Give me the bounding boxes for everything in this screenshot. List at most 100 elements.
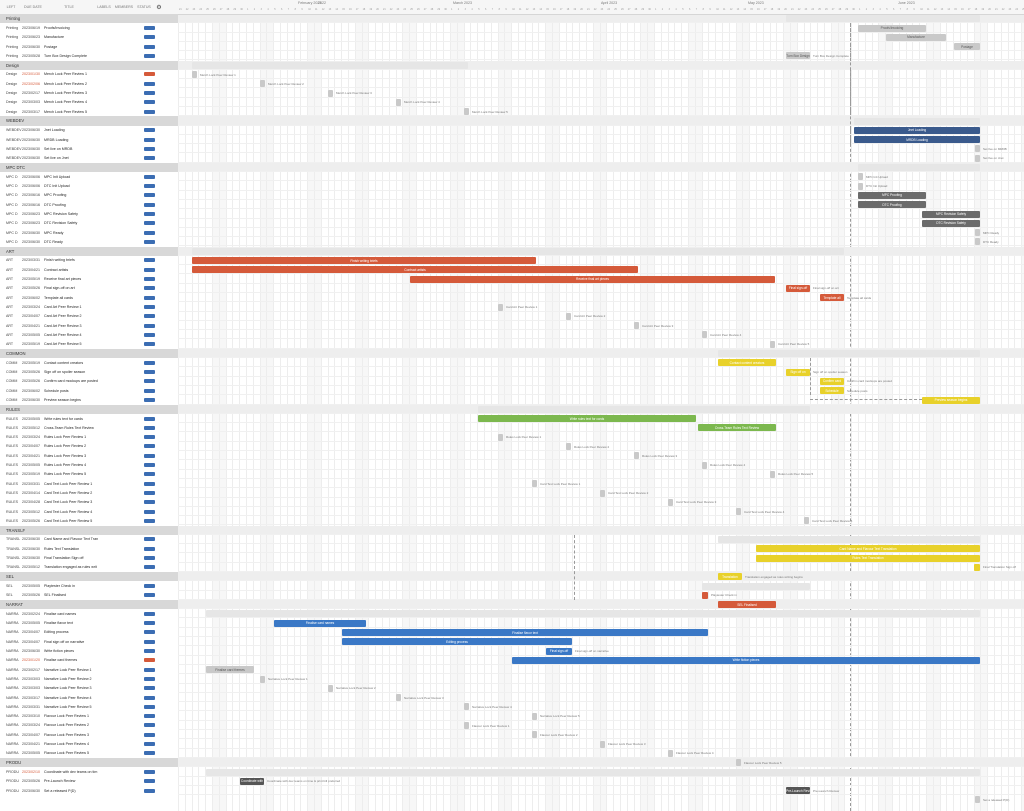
status-badge[interactable] bbox=[144, 379, 155, 384]
task-row[interactable]: MPC D 2023/06/23 MPC Revision Safety bbox=[0, 209, 178, 218]
milestone-marker[interactable] bbox=[600, 489, 605, 497]
task-row[interactable]: Design 2023/03/03 Merch Lock Peer Review 4 bbox=[0, 98, 178, 107]
status-badge[interactable] bbox=[144, 472, 155, 477]
status-badge[interactable] bbox=[144, 769, 155, 774]
col-due-date[interactable]: DUE DATE bbox=[24, 5, 42, 9]
task-row[interactable]: ART 2023/03/24 Card Art Peer Review 1 bbox=[0, 302, 178, 311]
task-row[interactable]: Printing 2023/06/23 Manufacture bbox=[0, 33, 178, 42]
task-title-link[interactable]: Final Translation Sign off bbox=[44, 556, 84, 561]
status-badge[interactable] bbox=[144, 425, 155, 430]
status-badge[interactable] bbox=[144, 416, 155, 421]
status-badge[interactable] bbox=[144, 453, 155, 458]
task-title-link[interactable]: Card Art Peer Review 3 bbox=[44, 323, 82, 328]
task-title-link[interactable]: Card Name and Flavour Text Tran bbox=[44, 537, 99, 542]
status-badge[interactable] bbox=[144, 546, 155, 551]
task-title-link[interactable]: Narrative Lock Peer Review 2 bbox=[44, 676, 92, 681]
status-badge[interactable] bbox=[144, 509, 155, 514]
task-title-link[interactable]: DTC Init Upload bbox=[44, 184, 70, 189]
task-row[interactable]: TRANSL 2023/06/30 Card Name and Flavour Te… bbox=[0, 535, 178, 544]
task-title-link[interactable]: Editing process bbox=[44, 630, 69, 635]
task-row[interactable]: COMM 2023/05/26 Confirm card mockups are p… bbox=[0, 377, 178, 386]
task-bar[interactable]: SEL Finalised bbox=[718, 601, 776, 609]
task-title-link[interactable]: Card Text Lock Peer Review 1 bbox=[44, 481, 93, 486]
status-badge[interactable] bbox=[144, 723, 155, 728]
task-bar[interactable]: Schedule bbox=[820, 387, 844, 395]
task-title-link[interactable]: Set live on MRDB bbox=[44, 146, 73, 151]
task-bar[interactable]: DTC Revision Safety bbox=[922, 219, 980, 227]
status-badge[interactable] bbox=[144, 286, 155, 291]
milestone-marker[interactable] bbox=[328, 684, 333, 692]
group-header[interactable]: MPC DTC bbox=[0, 162, 178, 173]
task-title-link[interactable]: Translation engaged as rules writ bbox=[44, 565, 97, 570]
task-title-link[interactable]: Rules Lock Peer Review 1 bbox=[44, 435, 87, 440]
task-title-link[interactable]: Pre-Launch Review bbox=[44, 779, 76, 784]
task-title-link[interactable]: Finalise flavor text bbox=[44, 621, 73, 626]
task-title-link[interactable]: Narrative Lock Peer Review 3 bbox=[44, 686, 92, 691]
group-header[interactable]: WEBDEV bbox=[0, 116, 178, 126]
gear-icon[interactable]: ⚙ bbox=[156, 4, 162, 11]
milestone-marker[interactable] bbox=[770, 340, 775, 348]
task-bar[interactable]: Final sign-off bbox=[546, 647, 572, 655]
task-bar[interactable]: Coordinate with bbox=[240, 777, 264, 785]
task-row[interactable]: PRODU 2023/02/10 Coordinate with dev teams… bbox=[0, 767, 178, 776]
task-title-link[interactable]: Schedule posts bbox=[44, 388, 69, 393]
task-row[interactable]: RULES 2023/04/14 Card Text Lock Peer Revie… bbox=[0, 488, 178, 497]
task-row[interactable]: WEBDEV 2023/06/30 Set live on MRDB bbox=[0, 144, 178, 153]
milestone-marker[interactable] bbox=[566, 312, 571, 320]
task-row[interactable]: NARRA 2023/02/24 Finalise card names bbox=[0, 609, 178, 618]
task-title-link[interactable]: DTC Revision Safety bbox=[44, 221, 78, 226]
task-row[interactable]: NARRA 2023/04/21 Flavour Lock Peer Review … bbox=[0, 739, 178, 748]
task-title-link[interactable]: Confirm card mockups are posted bbox=[44, 379, 98, 384]
milestone-marker[interactable] bbox=[396, 694, 401, 702]
task-row[interactable]: PRODU 2023/05/26 Pre-Launch Review bbox=[0, 777, 178, 786]
task-bar[interactable]: MRDB Loading bbox=[854, 136, 980, 144]
task-row[interactable]: ART 2023/05/19 Card Art Peer Review 5 bbox=[0, 340, 178, 349]
task-title-link[interactable]: MPC Revision Safety bbox=[44, 211, 78, 216]
task-row[interactable]: WEBDEV 2023/06/30 MRDB Loading bbox=[0, 135, 178, 144]
milestone-marker[interactable] bbox=[464, 703, 469, 711]
task-bar[interactable]: Postage bbox=[954, 43, 980, 51]
milestone-marker[interactable] bbox=[804, 517, 809, 525]
task-row[interactable]: Design 2023/02/06 Merch Lock Peer Review 2 bbox=[0, 79, 178, 88]
task-row[interactable]: NARRA 2023/03/03 Narrative Lock Peer Revie… bbox=[0, 674, 178, 683]
task-title-link[interactable]: Narrative Lock Peer Review 5 bbox=[44, 704, 92, 709]
status-badge[interactable] bbox=[144, 72, 155, 77]
task-title-link[interactable]: Final sign-off on art bbox=[44, 286, 75, 291]
milestone-marker[interactable] bbox=[975, 238, 980, 246]
task-title-link[interactable]: Card Text Lock Peer Review 3 bbox=[44, 500, 93, 505]
status-badge[interactable] bbox=[144, 44, 155, 49]
task-row[interactable]: RULES 2023/05/05 Write rules text for card… bbox=[0, 414, 178, 423]
task-row[interactable]: COMM 2023/05/26 Sign off on spoiler season bbox=[0, 367, 178, 376]
milestone-marker[interactable] bbox=[858, 182, 863, 190]
milestone-marker[interactable] bbox=[532, 731, 537, 739]
group-header[interactable]: TRANSLF bbox=[0, 525, 178, 535]
milestone-marker[interactable] bbox=[975, 145, 980, 153]
milestone-marker[interactable] bbox=[634, 452, 639, 460]
task-row[interactable]: ART 2023/03/31 Finish writing briefs bbox=[0, 256, 178, 265]
task-bar[interactable]: Finalise flavor text bbox=[342, 629, 708, 636]
status-badge[interactable] bbox=[144, 174, 155, 179]
status-badge[interactable] bbox=[144, 667, 155, 672]
status-badge[interactable] bbox=[144, 751, 155, 756]
milestone-marker[interactable] bbox=[396, 98, 401, 106]
status-badge[interactable] bbox=[144, 649, 155, 654]
status-badge[interactable] bbox=[144, 25, 155, 30]
task-title-link[interactable]: Set a released P(D) bbox=[44, 788, 76, 793]
milestone-marker[interactable] bbox=[600, 740, 605, 748]
status-badge[interactable] bbox=[144, 295, 155, 300]
task-title-link[interactable]: Merch Lock Peer Review 4 bbox=[44, 100, 87, 105]
status-badge[interactable] bbox=[144, 267, 155, 272]
task-title-link[interactable]: Rules Lock Peer Review 3 bbox=[44, 453, 87, 458]
task-title-link[interactable]: Narrative Lock Peer Review 1 bbox=[44, 667, 92, 672]
task-row[interactable]: WEBDEV 2023/06/30 Set live on Jnet bbox=[0, 154, 178, 163]
milestone-marker[interactable] bbox=[975, 796, 980, 804]
task-row[interactable]: NARRA 2023/03/31 Narrative Lock Peer Revie… bbox=[0, 702, 178, 711]
status-badge[interactable] bbox=[144, 156, 155, 161]
task-row[interactable]: SEL 2023/05/05 Playtester Check in bbox=[0, 581, 178, 590]
status-badge[interactable] bbox=[144, 304, 155, 309]
task-row[interactable]: ART 2023/06/02 Template all cards bbox=[0, 293, 178, 302]
task-row[interactable]: TRANSL 2023/05/12 Translation engaged as r… bbox=[0, 563, 178, 572]
task-title-link[interactable]: Card Text Lock Peer Review 4 bbox=[44, 509, 93, 514]
status-badge[interactable] bbox=[144, 128, 155, 133]
status-badge[interactable] bbox=[144, 360, 155, 365]
